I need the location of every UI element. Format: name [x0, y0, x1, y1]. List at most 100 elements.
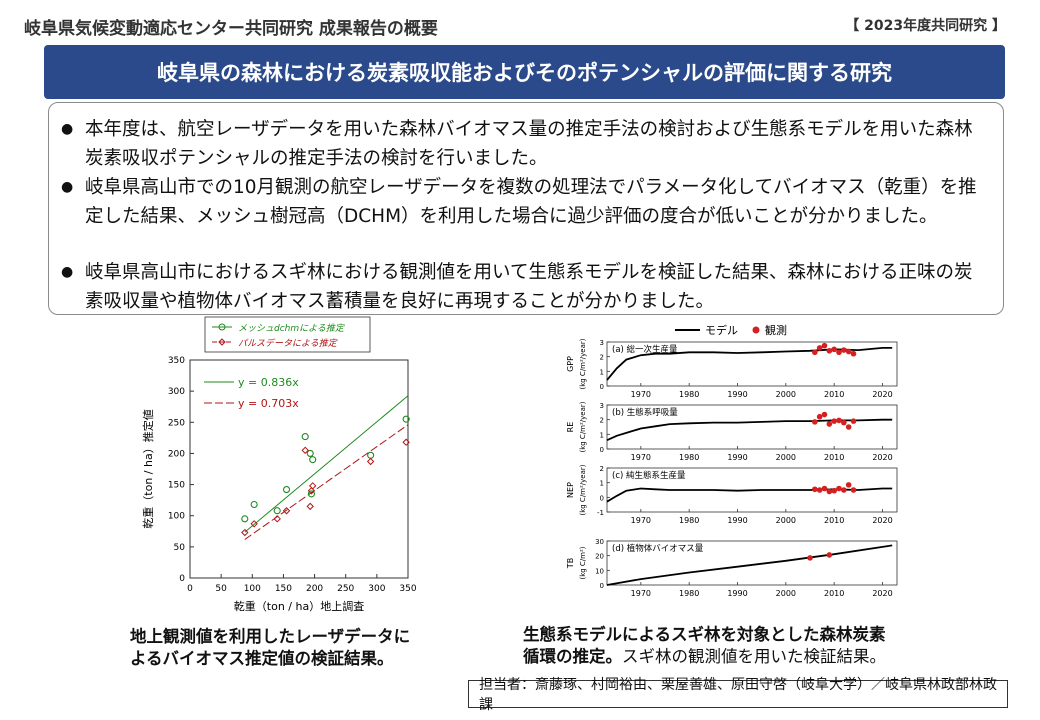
scatter-caption-line: よるバイオマス推定値の検証結果。 [130, 649, 394, 668]
observation-point [836, 485, 842, 492]
panel-x-tick-label: 2000 [776, 390, 796, 399]
observation-point [807, 555, 813, 561]
observation-point [850, 487, 857, 493]
bullet-dot-icon: ● [61, 264, 74, 280]
observation-point [831, 346, 837, 353]
model-line [606, 544, 893, 586]
fit-pulse-label: y = 0.703x [238, 397, 299, 410]
pulse-data-point [241, 528, 249, 537]
panel-frame [606, 540, 898, 586]
panel-x-tick-label: 2010 [824, 453, 844, 462]
observation-point [821, 411, 828, 418]
report-header-title: 岐阜県気候変動適応センター共同研究 成果報告の概要 [24, 19, 438, 39]
panel-x-tick-label: 2010 [824, 390, 844, 399]
model-caption-line: 生態系モデルによるスギ林を対象とした森林炭素 [523, 625, 886, 644]
summary-text: 本年度は、航空レーザデータを用いた森林バイオマス量の推定手法の検討および生態系モ… [85, 119, 973, 169]
panel-x-tick-label: 1970 [631, 589, 651, 598]
panel-x-tick-label: 1980 [679, 516, 699, 525]
panel-x-tick-label: 1990 [727, 589, 747, 598]
report-year-tag: 【 2023年度共同研究 】 [845, 18, 1006, 34]
scatter-plot-frame [189, 359, 409, 579]
pulse-data-point [282, 507, 291, 515]
panel-x-tick-label: 1990 [727, 390, 747, 399]
bullet-dot-icon: ● [61, 179, 74, 195]
legend-model-label: モデル [705, 323, 738, 337]
scatter-caption-line: 地上観測値を利用したレーザデータに [130, 627, 411, 646]
panel-y-tick-label: 2 [600, 417, 604, 425]
panel-y-axis-label: GPP [566, 356, 575, 372]
x-tick-label: 300 [368, 584, 385, 594]
y-tick-label: 50 [174, 543, 186, 553]
observation-point [826, 488, 833, 495]
pulse-data-point [301, 446, 309, 455]
panel-x-tick-label: 1970 [631, 453, 651, 462]
legend-obs-label: 観測 [765, 323, 787, 337]
x-tick-label: 100 [244, 584, 261, 594]
model-line [606, 418, 893, 442]
model-caption: 生態系モデルによるスギ林を対象とした森林炭素 循環の推定。スギ林の観測値を用いた… [523, 624, 886, 668]
fit-line-pulse [244, 424, 409, 540]
panel-x-tick-label: 1990 [727, 453, 747, 462]
legend-pulse-marker [218, 338, 226, 346]
legend-obs-marker [752, 326, 760, 334]
dchm-data-point [402, 415, 410, 423]
dchm-data-point [301, 433, 309, 441]
fit-dchm-label: y = 0.836x [238, 376, 299, 389]
observation-point [841, 419, 847, 426]
fit-line-dchm [244, 395, 409, 533]
x-tick-label: 200 [306, 584, 323, 594]
credit-box: 担当者：斎藤琢、村岡裕由、栗屋善雄、原田守啓（岐阜大学）／岐阜県林政部林政課 [468, 677, 1008, 713]
panel-x-tick-label: 1980 [679, 390, 699, 399]
legend-frame [204, 316, 371, 353]
scatter-y-axis-label: 乾重（ton / ha）推定値 [141, 409, 155, 528]
model-caption-normal: スギ林の観測値を用いた検証結果。 [622, 647, 886, 666]
observation-point [841, 347, 847, 353]
dchm-data-point [282, 486, 291, 494]
summary-text: 岐阜県高山市での10月観測の航空レーザデータを複数の処理法でパラメータ化してバイ… [85, 177, 977, 227]
pulse-data-point [273, 515, 281, 523]
dchm-data-point [306, 449, 314, 457]
panel-y-tick-label: 1 [600, 368, 604, 376]
observation-point [821, 485, 828, 492]
panel-x-tick-label: 1980 [679, 589, 699, 598]
panel-x-tick-label: 1970 [631, 390, 651, 399]
x-tick-label: 250 [337, 584, 354, 594]
y-tick-label: 350 [168, 356, 185, 366]
observation-point [816, 345, 823, 351]
panel-y-tick-label: 2 [600, 354, 604, 362]
x-tick-label: 350 [399, 584, 416, 594]
panel-y-tick-label: 30 [595, 538, 604, 546]
dchm-data-point [367, 451, 375, 459]
observation-point [850, 350, 857, 357]
pulse-data-point [306, 502, 314, 511]
dchm-data-point [273, 507, 281, 515]
panel-x-tick-label: 2010 [824, 589, 844, 598]
scatter-x-axis-label: 乾重（ton / ha）地上調査 [234, 599, 364, 613]
scatter-legend: メッシュdchmによる推定 パルスデータによる推定 [204, 316, 371, 353]
panel-x-tick-label: 1980 [679, 453, 699, 462]
observation-point [831, 487, 837, 494]
panel-y-tick-label: 1 [600, 480, 604, 488]
model-caption-line: 循環の推定。スギ林の観測値を用いた検証結果。 [523, 646, 886, 668]
observation-point [836, 349, 842, 356]
x-tick-label: 150 [275, 584, 292, 594]
panel-frame [606, 341, 898, 387]
panel-y-tick-label: 3 [600, 339, 604, 347]
bullet-dot-icon: ● [61, 121, 74, 137]
dchm-data-point [307, 490, 316, 498]
panel-title: (c) 純生態系生産量 [612, 470, 686, 481]
x-tick-label: 50 [215, 584, 227, 594]
observation-point [850, 418, 857, 424]
panel-y-tick-label: 3 [600, 402, 604, 410]
observation-point [812, 486, 818, 493]
panel-y-tick-label: 0 [600, 383, 604, 391]
panel-y-unit: (kg C/m²/year) [579, 401, 587, 452]
dchm-data-point [250, 500, 258, 509]
panel-y-tick-label: 0 [600, 446, 604, 454]
observation-point [812, 419, 818, 425]
panel-x-tick-label: 2000 [776, 453, 796, 462]
research-title: 岐阜県の森林における炭素吸収能およびそのポテンシャルの評価に関する研究 [157, 61, 892, 85]
summary-box: ● 本年度は、航空レーザデータを用いた森林バイオマス量の推定手法の検討および生態… [48, 102, 1004, 315]
summary-text: 岐阜県高山市におけるスギ林における観測値を用いて生態系モデルを検証した結果、森林… [85, 262, 973, 312]
